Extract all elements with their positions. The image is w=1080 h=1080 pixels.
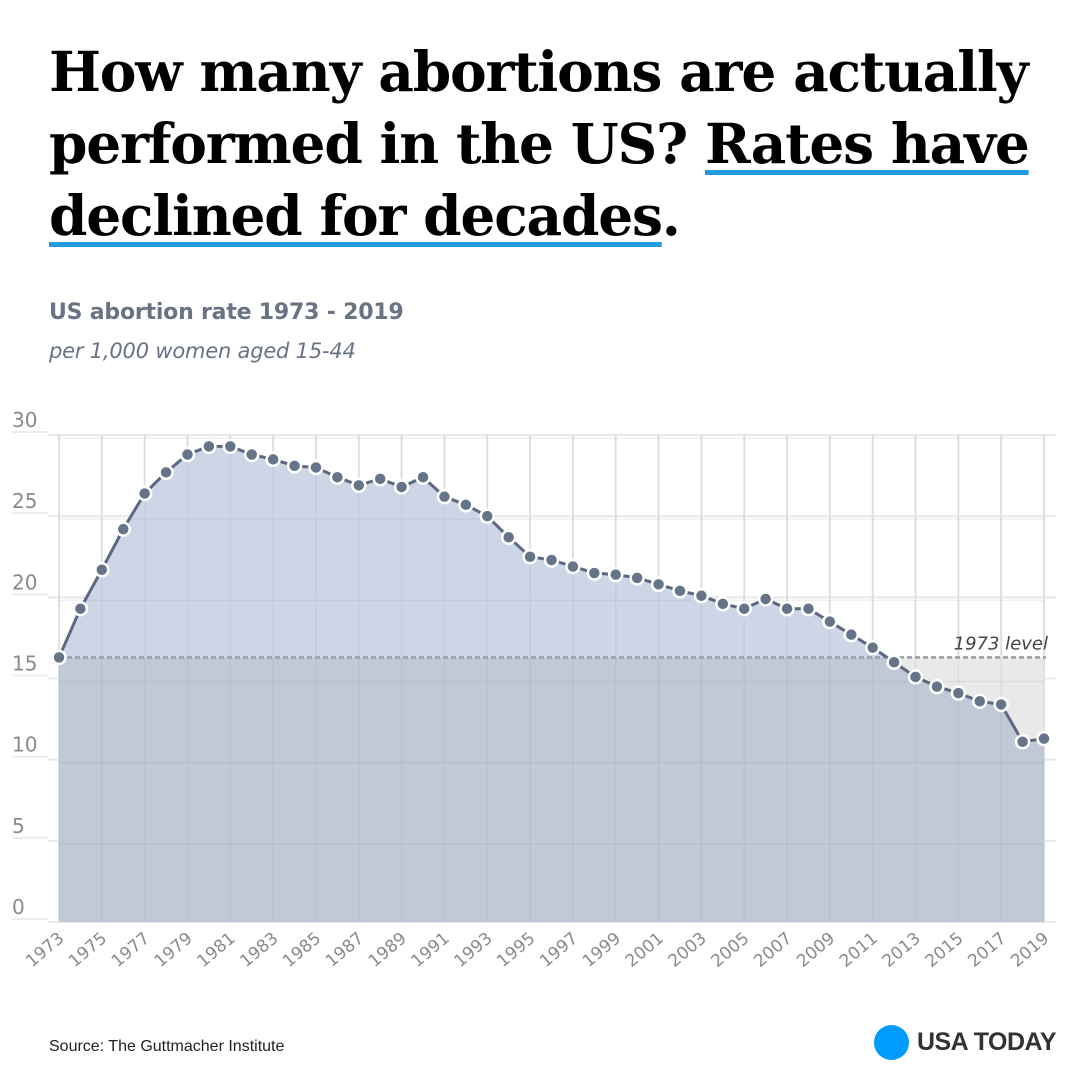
- data-point-1996[interactable]: [543, 552, 560, 568]
- data-point-2001[interactable]: [650, 576, 667, 593]
- data-point-2011[interactable]: [864, 639, 881, 656]
- data-point-1973[interactable]: [51, 649, 67, 666]
- headline-highlight-link[interactable]: Rates have declined for decades: [49, 111, 1030, 248]
- data-point-2016[interactable]: [972, 693, 988, 709]
- brand-name: USA TODAY: [916, 1028, 1057, 1056]
- data-point-2012[interactable]: [886, 654, 902, 671]
- data-point-2008[interactable]: [800, 600, 817, 617]
- data-point-1991[interactable]: [436, 488, 453, 505]
- data-point-1990[interactable]: [415, 469, 431, 485]
- x-tick-label: 2007: [750, 929, 796, 972]
- x-tick-label: 1979: [151, 929, 197, 972]
- data-point-2015[interactable]: [950, 685, 967, 701]
- usa-today-logo: USA TODAY: [873, 1025, 1057, 1060]
- headline-period: .: [661, 183, 681, 248]
- data-point-1994[interactable]: [500, 529, 517, 546]
- y-tick-label: 5: [12, 814, 25, 838]
- data-point-2019[interactable]: [1036, 730, 1052, 747]
- headline: How many abortions are actually performe…: [49, 36, 1049, 252]
- data-point-1986[interactable]: [329, 469, 346, 485]
- x-axis-ticks: 1973197519771979198119831985198719891991…: [22, 929, 1053, 972]
- source-note: Source: The Guttmacher Institute: [49, 1038, 285, 1055]
- data-points: [51, 438, 1052, 750]
- x-tick-label: 2009: [793, 929, 839, 972]
- data-point-2013[interactable]: [907, 669, 924, 685]
- data-point-1978[interactable]: [158, 464, 174, 481]
- data-point-1995[interactable]: [522, 549, 538, 565]
- x-tick-label: 2011: [836, 929, 882, 972]
- data-point-1980[interactable]: [201, 438, 217, 455]
- y-tick-label: 15: [12, 652, 37, 676]
- usa-today-dot-icon: [873, 1025, 909, 1060]
- headline-text: How many abortions are actually performe…: [49, 39, 1029, 176]
- chart-title: US abortion rate 1973 - 2019: [49, 300, 404, 325]
- data-point-1998[interactable]: [586, 565, 603, 581]
- data-point-2004[interactable]: [715, 596, 731, 612]
- data-point-1983[interactable]: [265, 451, 281, 468]
- x-tick-label: 1985: [279, 929, 325, 972]
- x-tick-label: 2017: [964, 929, 1010, 972]
- data-point-2006[interactable]: [757, 591, 774, 607]
- data-point-1979[interactable]: [179, 446, 196, 463]
- x-tick-label: 1987: [322, 929, 368, 972]
- x-tick-label: 1981: [194, 929, 240, 972]
- x-tick-label: 1975: [65, 929, 111, 972]
- x-tick-label: 1991: [408, 929, 454, 972]
- x-tick-label: 1977: [108, 929, 154, 972]
- data-point-1984[interactable]: [286, 458, 303, 474]
- data-point-2018[interactable]: [1014, 734, 1031, 750]
- data-point-2017[interactable]: [993, 696, 1009, 713]
- data-point-2005[interactable]: [736, 600, 752, 617]
- data-point-1981[interactable]: [222, 438, 239, 455]
- data-point-1989[interactable]: [393, 479, 410, 495]
- x-tick-label: 2005: [707, 929, 753, 972]
- data-point-2014[interactable]: [929, 678, 945, 695]
- data-point-2000[interactable]: [629, 570, 645, 586]
- data-point-1997[interactable]: [565, 558, 581, 575]
- reference-line-label: 1973 level: [954, 633, 1048, 654]
- y-tick-label: 30: [12, 408, 37, 432]
- x-tick-label: 2013: [879, 929, 925, 972]
- x-tick-label: 1983: [236, 929, 282, 972]
- data-point-1993[interactable]: [479, 508, 496, 524]
- x-tick-label: 2001: [622, 929, 668, 972]
- data-point-2002[interactable]: [672, 583, 688, 599]
- x-tick-label: 1989: [365, 929, 411, 972]
- x-tick-label: 2015: [922, 929, 968, 972]
- data-point-1987[interactable]: [351, 477, 367, 494]
- data-point-1985[interactable]: [308, 459, 324, 476]
- area-below-1973-level: [59, 657, 1044, 922]
- data-point-1992[interactable]: [458, 497, 474, 513]
- data-point-1976[interactable]: [115, 521, 131, 537]
- x-tick-label: 1995: [493, 929, 539, 972]
- data-point-2003[interactable]: [693, 587, 710, 604]
- data-point-1975[interactable]: [94, 561, 110, 578]
- y-axis-ticks: 0 5 10 15 20 25 30: [12, 408, 37, 919]
- y-tick-label: 25: [12, 489, 37, 513]
- y-tick-label: 0: [12, 895, 25, 919]
- data-point-2009[interactable]: [822, 613, 838, 630]
- x-tick-label: 2019: [1007, 929, 1053, 972]
- data-point-1982[interactable]: [243, 446, 260, 463]
- x-tick-label: 1973: [22, 929, 68, 972]
- x-tick-label: 1997: [536, 929, 582, 972]
- x-tick-label: 1999: [579, 929, 625, 972]
- y-tick-label: 20: [12, 570, 37, 594]
- data-point-1974[interactable]: [72, 600, 89, 617]
- data-point-2010[interactable]: [843, 626, 860, 643]
- chart-subtitle: per 1,000 women aged 15-44: [49, 339, 356, 363]
- area-above-1973-level: [59, 446, 887, 658]
- abortion-rate-chart: 1973 level 0 5 10 15 20 25 30 1973197519771979…: [12, 408, 1056, 972]
- y-tick-label: 10: [12, 733, 37, 757]
- x-tick-label: 1993: [450, 929, 496, 972]
- data-point-1999[interactable]: [607, 566, 624, 583]
- data-point-1977[interactable]: [136, 485, 153, 502]
- data-point-1988[interactable]: [372, 471, 388, 487]
- x-tick-label: 2003: [665, 929, 711, 972]
- data-point-2007[interactable]: [779, 600, 795, 617]
